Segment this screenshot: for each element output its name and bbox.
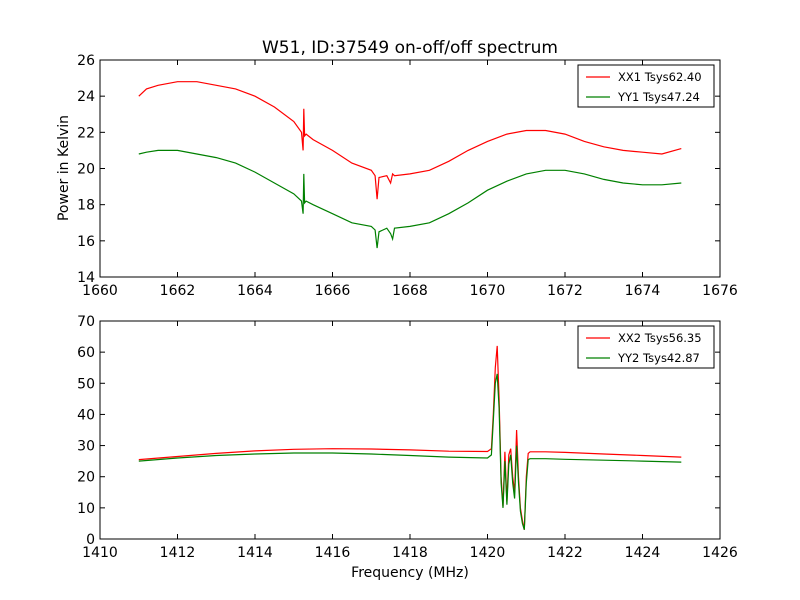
x-tick-label: 1410 xyxy=(82,545,118,561)
y-tick-label: 14 xyxy=(77,270,95,286)
x-tick-label: 1426 xyxy=(702,545,738,561)
y-tick-label: 22 xyxy=(77,125,95,141)
x-tick-label: 1674 xyxy=(625,283,661,299)
top-plot: 1660 1662 1664 1666 1668 1670 1672 1674 1676 14 16… xyxy=(77,53,738,299)
y-tick-label: 20 xyxy=(77,162,95,178)
legend-label: YY2 Tsys42.87 xyxy=(617,351,700,365)
y-tick-label: 50 xyxy=(77,376,95,392)
legend-label: XX1 Tsys62.40 xyxy=(618,70,702,84)
y-tick-label: 70 xyxy=(77,314,95,330)
x-tick-label: 1424 xyxy=(625,545,661,561)
x-tick-label: 1662 xyxy=(160,283,196,299)
series-line-1-1 xyxy=(138,373,682,530)
legend-1: XX2 Tsys56.35 YY2 Tsys42.87 xyxy=(577,325,715,369)
y-axis-label: Power in Kelvin xyxy=(56,115,72,221)
x-tick-label: 1416 xyxy=(315,545,351,561)
bottom-plot: 1410 1412 1414 1416 1418 1420 1422 1424 1426 0 10 2… xyxy=(77,314,738,561)
y-tick-label: 60 xyxy=(77,345,95,361)
y-tick-label: 16 xyxy=(77,234,95,250)
y-tick-label: 24 xyxy=(77,89,95,105)
legend-label: YY1 Tsys47.24 xyxy=(617,90,700,104)
legend-label: XX2 Tsys56.35 xyxy=(618,331,702,345)
x-tick-label: 1414 xyxy=(237,545,273,561)
x-tick-label: 1422 xyxy=(547,545,583,561)
series-line-0-1 xyxy=(138,149,682,249)
y-tick-label: 18 xyxy=(77,198,95,214)
x-tick-label: 1670 xyxy=(470,283,506,299)
chart-title: W51, ID:37549 on-off/off spectrum xyxy=(262,38,558,58)
y-tick-label: 0 xyxy=(86,532,95,548)
x-tick-label: 1672 xyxy=(547,283,583,299)
x-tick-label: 1666 xyxy=(315,283,351,299)
y-tick-label: 20 xyxy=(77,470,95,486)
x-tick-label: 1664 xyxy=(237,283,273,299)
x-tick-label: 1668 xyxy=(392,283,428,299)
y-tick-label: 10 xyxy=(77,501,95,517)
x-tick-label: 1676 xyxy=(702,283,738,299)
y-tick-label: 30 xyxy=(77,439,95,455)
x-tick-label: 1420 xyxy=(470,545,506,561)
y-tick-label: 40 xyxy=(77,407,95,423)
legend-box xyxy=(577,64,715,108)
x-tick-label: 1412 xyxy=(160,545,196,561)
x-tick-label: 1660 xyxy=(82,283,118,299)
y-tick-label: 26 xyxy=(77,53,95,69)
legend-0: XX1 Tsys62.40 YY1 Tsys47.24 xyxy=(577,64,715,108)
x-axis-label: Frequency (MHz) xyxy=(351,565,469,581)
legend-box xyxy=(577,325,715,369)
x-tick-label: 1418 xyxy=(392,545,428,561)
series-line-0-0 xyxy=(138,81,682,200)
